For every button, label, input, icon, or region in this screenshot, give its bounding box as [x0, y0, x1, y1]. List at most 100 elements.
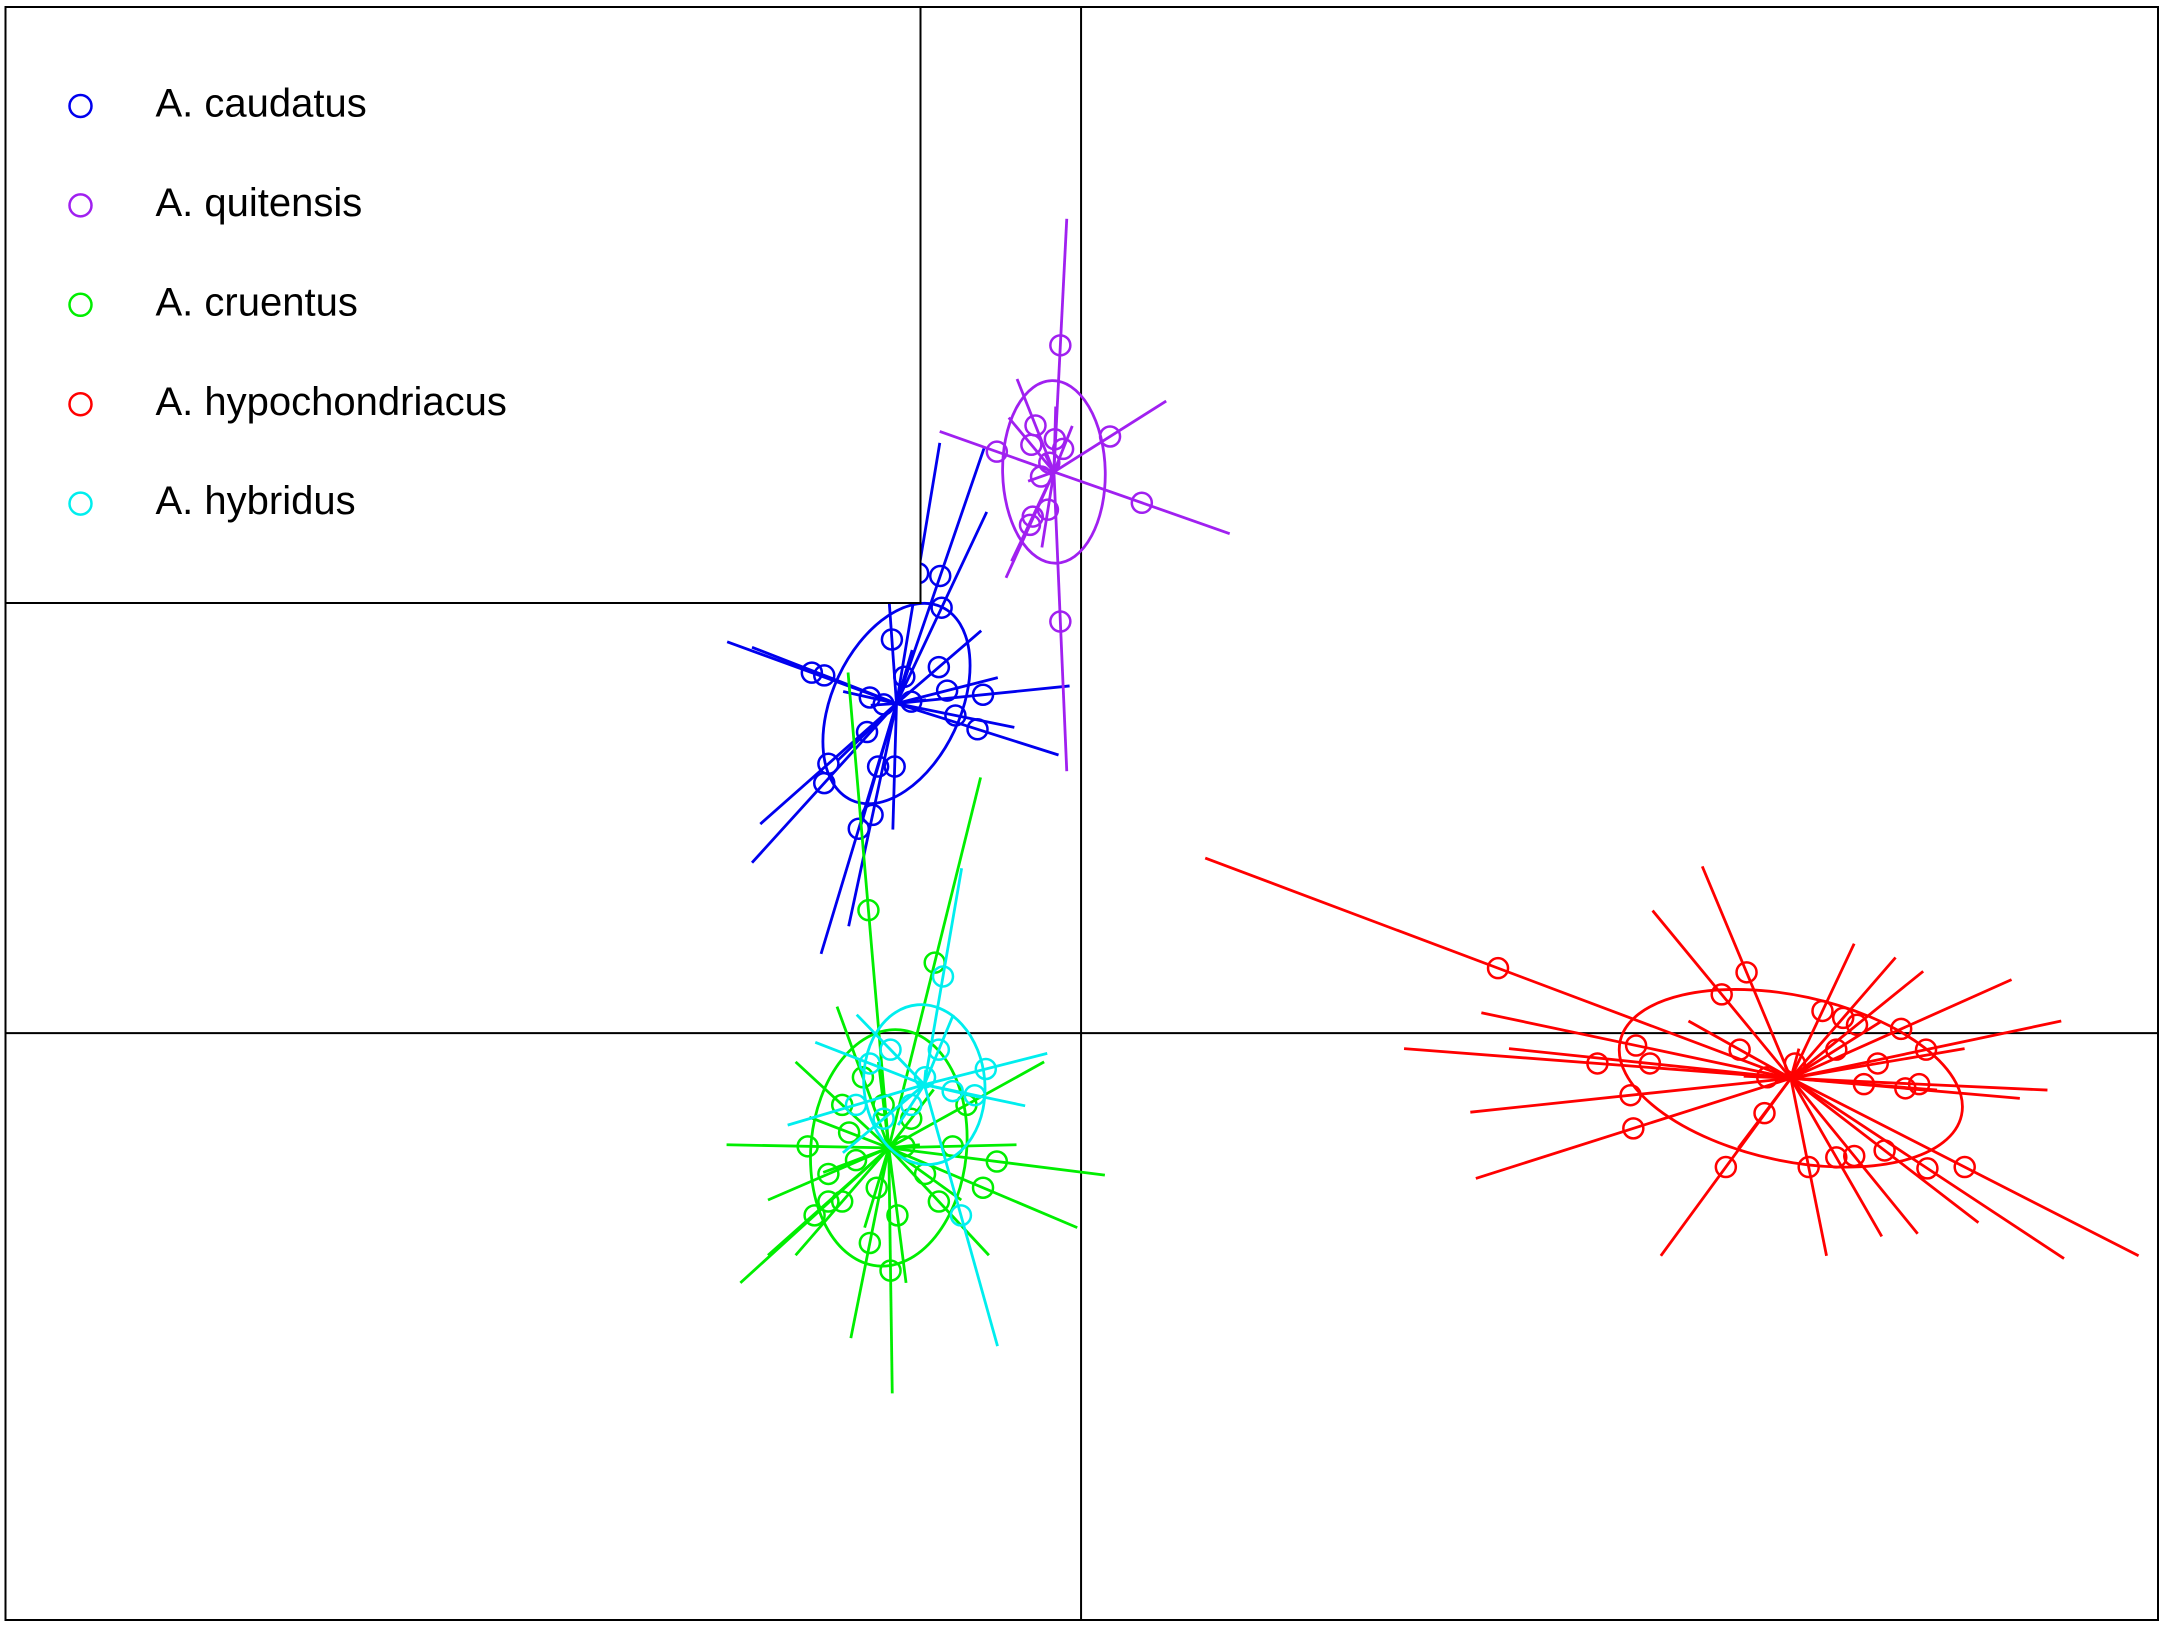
star-line — [888, 1060, 1045, 1150]
point — [1586, 1052, 1609, 1075]
star-line — [1789, 1077, 1883, 1238]
point — [1845, 1013, 1869, 1037]
star-line — [924, 1051, 1048, 1086]
star-line — [794, 1060, 890, 1149]
star-line — [1789, 956, 1897, 1080]
point — [1728, 1038, 1751, 1061]
point — [1852, 1072, 1876, 1096]
point — [1036, 498, 1060, 521]
group — [726, 442, 1070, 955]
legend-marker — [68, 491, 93, 516]
point — [1811, 999, 1834, 1023]
star-line — [1790, 978, 2013, 1080]
point — [847, 817, 871, 840]
point — [855, 720, 879, 744]
point — [899, 1093, 923, 1117]
point — [1756, 1066, 1779, 1089]
star-line — [888, 1143, 1017, 1150]
star-line — [1052, 471, 1069, 772]
star-line — [739, 1146, 890, 1284]
star-line — [1790, 1077, 2065, 1260]
point — [1866, 1052, 1889, 1075]
point — [1486, 956, 1510, 980]
star-line — [1743, 1074, 1791, 1080]
legend-marker — [68, 292, 93, 318]
legend-box — [4, 6, 922, 604]
star-line — [887, 777, 982, 1149]
point — [1020, 433, 1043, 457]
point — [963, 1083, 986, 1107]
star-line — [794, 1146, 890, 1257]
star-line — [1790, 1076, 2048, 1092]
legend-label: A. quitensis — [156, 181, 363, 225]
star-line — [888, 1146, 1106, 1177]
point — [1842, 1144, 1866, 1168]
star-line — [895, 447, 986, 704]
star-line — [877, 1061, 891, 1149]
point — [857, 898, 880, 922]
star-line — [923, 1084, 999, 1347]
point — [1914, 1038, 1938, 1061]
point — [1624, 1034, 1648, 1057]
point — [817, 1162, 840, 1186]
star-line — [1052, 425, 1074, 473]
point — [886, 1204, 909, 1227]
star-line — [939, 430, 1055, 474]
point — [830, 1190, 854, 1213]
ellipse — [809, 1028, 969, 1268]
point — [1894, 1077, 1917, 1100]
legend-marker — [68, 391, 93, 417]
star-line — [1508, 1047, 1791, 1080]
point — [893, 1135, 916, 1158]
star-line — [1204, 856, 1792, 1080]
ellipse — [1001, 379, 1107, 565]
point — [796, 1135, 819, 1158]
star-line — [808, 1115, 890, 1150]
point — [899, 690, 923, 713]
star-line — [1015, 378, 1056, 473]
star-line — [924, 1083, 982, 1099]
point — [1098, 425, 1122, 448]
point — [1831, 1006, 1855, 1030]
star-line — [1053, 470, 1231, 535]
star-line — [891, 703, 898, 830]
point — [879, 1259, 902, 1282]
point — [1051, 437, 1075, 461]
star-line — [1043, 452, 1056, 473]
legend-marker — [68, 193, 93, 218]
star-line — [1789, 1077, 1980, 1224]
point — [1753, 1101, 1776, 1125]
point — [1953, 1155, 1976, 1179]
point — [931, 965, 955, 988]
star-line — [896, 702, 1015, 729]
star-line — [887, 1088, 935, 1149]
point — [858, 1231, 882, 1255]
star-line — [1789, 970, 1925, 1080]
point — [1018, 513, 1042, 537]
legend-label: A. hybridus — [156, 479, 356, 523]
star-line — [923, 1014, 955, 1086]
point — [941, 1079, 964, 1103]
star-line — [896, 702, 1059, 757]
legend: A. caudatus A. quitensis A. cruentus A. hyp… — [4, 6, 922, 604]
point — [1825, 1038, 1848, 1061]
legend-label: A. cruentus — [156, 280, 358, 324]
point — [872, 1107, 895, 1130]
star-line — [922, 868, 964, 1085]
point — [879, 1038, 902, 1061]
star-line — [1007, 416, 1056, 473]
star-line — [1651, 909, 1792, 1080]
point — [1029, 465, 1053, 488]
star-line — [1470, 1076, 1791, 1114]
point — [971, 1176, 995, 1199]
point — [866, 755, 890, 778]
point — [1916, 1157, 1939, 1180]
star-line — [751, 645, 897, 705]
star-line — [855, 1013, 926, 1086]
point — [985, 440, 1009, 463]
point — [927, 655, 951, 679]
point — [1797, 1155, 1820, 1179]
star-line — [819, 703, 898, 955]
point — [966, 718, 989, 741]
star-line — [1790, 1077, 2140, 1258]
